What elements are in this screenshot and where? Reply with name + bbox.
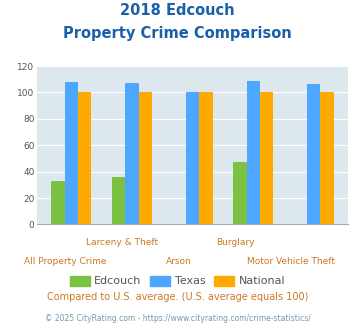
Bar [186,92,199,224]
Bar [321,92,334,224]
Bar [51,181,65,224]
Bar [307,84,321,224]
Bar [112,177,125,224]
Text: Arson: Arson [165,257,191,266]
Bar [125,83,139,224]
Bar [233,162,246,224]
Text: Larceny & Theft: Larceny & Theft [86,238,158,247]
Text: Property Crime Comparison: Property Crime Comparison [63,26,292,41]
Legend: Edcouch, Texas, National: Edcouch, Texas, National [65,271,290,291]
Bar [246,81,260,224]
Text: All Property Crime: All Property Crime [24,257,107,266]
Text: Burglary: Burglary [216,238,254,247]
Text: Motor Vehicle Theft: Motor Vehicle Theft [247,257,335,266]
Bar [65,82,78,224]
Bar [139,92,152,224]
Text: Compared to U.S. average. (U.S. average equals 100): Compared to U.S. average. (U.S. average … [47,292,308,302]
Bar [260,92,273,224]
Bar [199,92,213,224]
Bar [78,92,91,224]
Text: 2018 Edcouch: 2018 Edcouch [120,3,235,18]
Text: © 2025 CityRating.com - https://www.cityrating.com/crime-statistics/: © 2025 CityRating.com - https://www.city… [45,314,310,323]
